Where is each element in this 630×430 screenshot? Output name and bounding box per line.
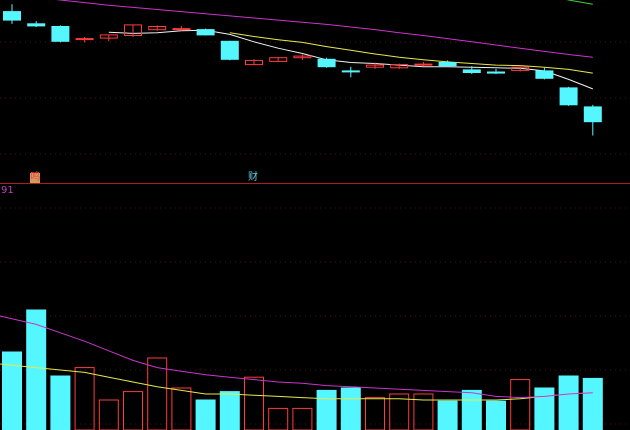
volume-bar-up (98, 399, 119, 430)
candle-down (559, 86, 578, 106)
volume-bar-down (437, 400, 458, 430)
candle-up (390, 63, 409, 69)
candle-up (293, 54, 312, 60)
candle-body (366, 64, 384, 68)
volume-bar-down (558, 375, 579, 430)
candle-down (341, 66, 360, 78)
candle-down (317, 57, 336, 68)
price-ma-line (566, 0, 593, 5)
candle-down (51, 25, 70, 43)
volume-bar-down (461, 389, 482, 430)
candle-body (535, 70, 554, 79)
volume-bar-up (292, 407, 313, 430)
candle-up (124, 24, 142, 38)
candle-down (438, 60, 457, 67)
volume-bar-down (340, 387, 361, 430)
volume-bar-up (147, 357, 168, 430)
volume-bars (2, 309, 603, 430)
volume-bar-up (365, 397, 385, 430)
candle-down (583, 104, 602, 136)
volume-bar-down (486, 400, 506, 430)
candle-body (559, 87, 578, 106)
candle-body (51, 26, 70, 42)
candle-body (172, 28, 191, 31)
candle-body (487, 71, 505, 74)
volume-bar-up (510, 379, 531, 430)
candle-down (27, 21, 46, 27)
candle-down (196, 28, 215, 36)
candle-up (148, 25, 167, 31)
candle-up (414, 61, 433, 67)
volume-moving-averages (0, 315, 593, 401)
candle-down (487, 68, 505, 75)
price-moving-averages (55, 0, 593, 90)
candle-body (27, 23, 46, 27)
candle-body (438, 62, 457, 67)
volume-bar-up (171, 387, 192, 430)
candle-body (341, 70, 360, 73)
volume-bar-up (123, 391, 143, 430)
volume-bar-down (582, 377, 603, 430)
volume-bar-down (26, 309, 47, 430)
candle-down (535, 67, 554, 80)
price-ma-line (229, 32, 593, 74)
candle-up (366, 62, 384, 69)
candle-body (583, 106, 602, 123)
volume-bar-up (268, 407, 289, 430)
marker-left: 鸣 (30, 172, 41, 183)
candle-body (269, 57, 288, 62)
candle-body (462, 69, 481, 74)
volume-bar-down (219, 391, 240, 430)
volume-bar-down (316, 389, 337, 430)
candle-body (414, 63, 433, 66)
grid-lines (0, 41, 630, 425)
candle-body (511, 66, 530, 71)
volume-bar-down (2, 351, 22, 430)
candle-up (75, 37, 94, 43)
candle-body (124, 24, 142, 36)
candle-body (99, 34, 118, 39)
candle-down (3, 4, 21, 24)
volume-ma-line (0, 363, 593, 401)
volume-bar-down (195, 399, 216, 430)
volume-bar-up (389, 393, 410, 430)
volume-bar-down (534, 387, 555, 430)
candle-up (511, 66, 530, 72)
candle-body (3, 11, 21, 21)
candle-body (196, 29, 215, 36)
price-ma-line (108, 29, 593, 90)
price-ma-line (55, 0, 593, 58)
marker-mid: 财 (248, 172, 258, 183)
candle-body (245, 59, 263, 66)
candle-body (390, 64, 409, 69)
volume-bar-up (413, 393, 434, 430)
candle-up (99, 34, 118, 42)
candle-body (317, 58, 336, 68)
candle-down (462, 66, 481, 75)
candle-body (293, 55, 312, 59)
candle-down (220, 40, 239, 61)
volume-bar-up (244, 376, 264, 430)
indicator-readout: 91 (1, 185, 14, 196)
candle-up (269, 57, 288, 62)
volume-bar-up (74, 367, 95, 430)
candle-up (245, 59, 263, 66)
candle-body (148, 26, 167, 31)
candle-body (75, 38, 94, 41)
volume-bar-down (50, 375, 71, 430)
candle-up (172, 25, 191, 31)
volume-ma-line (0, 315, 593, 399)
candle-body (220, 40, 239, 60)
candlestick-series (3, 4, 602, 136)
